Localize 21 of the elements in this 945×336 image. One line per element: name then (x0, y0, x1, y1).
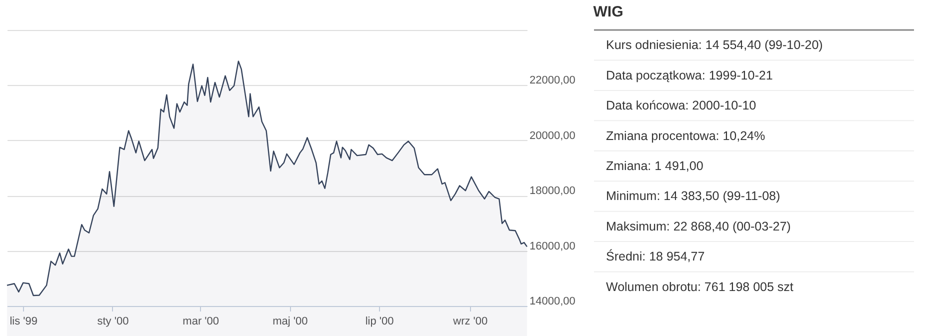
x-tick-label: lis '99 (10, 316, 38, 328)
y-tick-label: 20000,00 (530, 130, 576, 142)
text: Maksimum: 22 868,40 (00-03-27) (606, 219, 791, 234)
text: Data końcowa: 2000-10-10 (606, 98, 756, 113)
x-tick-label: wrz '00 (452, 316, 488, 328)
y-tick-label: 16000,00 (530, 240, 576, 252)
text: Zmiana procentowa: 10,24% (606, 128, 766, 143)
x-tick-label: lip '00 (365, 316, 394, 328)
x-tick-label: mar '00 (182, 316, 220, 328)
x-tick-label: maj '00 (272, 316, 308, 328)
y-tick-label: 22000,00 (530, 74, 576, 87)
y-tick-label: 14000,00 (530, 296, 576, 308)
text: WIG (593, 3, 624, 20)
text: Kurs odniesienia: 14 554,40 (99-10-20) (606, 38, 823, 52)
text: Data początkowa: 1999-10-21 (606, 68, 773, 82)
text: Średni: 18 954,77 (606, 248, 705, 264)
y-tick-label: 18000,00 (530, 185, 576, 198)
x-tick-label: sty '00 (97, 316, 129, 328)
text: Zmiana: 1 491,00 (606, 159, 704, 173)
text: Wolumen obrotu: 761 198 005 szt (606, 280, 794, 294)
text: Minimum: 14 383,50 (99-11-08) (606, 189, 780, 204)
